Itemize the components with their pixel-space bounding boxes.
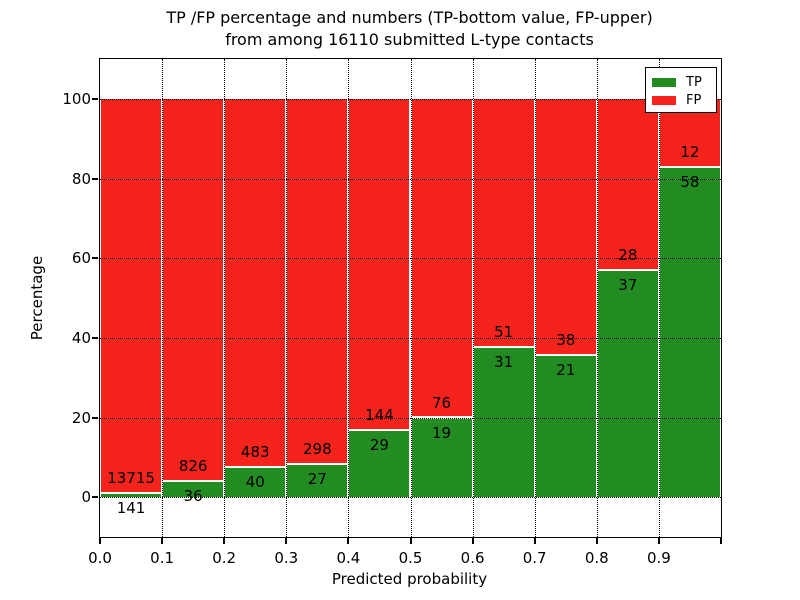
y-axis-tick [92,257,98,260]
y-axis-tick-label: 80 [71,169,91,188]
x-axis-tick [223,538,226,544]
legend-item-fp: FP [652,91,716,109]
y-axis-tick-label: 100 [62,89,91,108]
gridline-vertical [286,59,288,537]
legend: TP FP [645,67,717,113]
x-axis-tick [657,538,660,544]
tp-count-label: 21 [556,361,576,380]
fp-count-label: 76 [432,393,452,412]
bar-segment-fp [163,98,224,480]
bar-segment-tp [225,467,286,498]
bar-segment-fp [225,98,286,466]
y-axis-tick-label: 60 [71,249,91,268]
chart-title: TP /FP percentage and numbers (TP-bottom… [99,7,720,51]
x-axis-tick-label: 0.8 [584,549,609,567]
fp-count-label: 144 [365,406,394,425]
gridline-vertical [472,59,474,537]
bar-segment-fp [597,98,658,270]
y-axis-tick-label: 40 [71,328,91,347]
x-axis-tick-label: 0.3 [274,549,299,567]
tp-count-label: 37 [618,276,638,295]
gridline-vertical [162,59,164,537]
fp-count-label: 826 [178,456,208,475]
x-axis-tick-label: 0.4 [336,549,361,567]
gridline-vertical [658,59,660,537]
chart-title-line2: from among 16110 submitted L-type contac… [225,30,594,49]
x-axis-tick [533,538,536,544]
gridline-vertical [224,59,226,537]
plot-area: 13715 141 826 36 483 40 298 27 144 29 76 19 51 31 38 21… [62,58,722,567]
y-axis-tick [92,496,98,499]
legend-label-tp: TP [686,74,702,90]
bar-segment-tp [597,271,658,498]
x-axis-label: Predicted probability [331,570,488,588]
y-axis-tick [92,416,98,419]
fp-count-label: 12 [680,143,700,162]
tp-count-label: 141 [116,499,146,518]
x-axis-tick [347,538,350,544]
x-axis-tick-label: 0.9 [646,549,671,567]
y-axis-tick-label: 20 [71,408,91,427]
legend-label-fp: FP [686,92,702,108]
gridline-vertical [596,59,598,537]
y-axis-label: Percentage [28,255,46,341]
x-axis-tick [285,538,288,544]
bar-segment-fp [349,98,410,430]
fp-count-label: 13715 [107,469,155,488]
fp-count-label: 51 [494,322,514,341]
bar-segment-tp [535,356,596,498]
y-axis-tick [92,177,98,180]
bar-segment-tp [473,347,534,498]
y-axis-tick [92,97,98,100]
tp-count-label: 29 [369,436,389,455]
chart-title-line1: TP /FP percentage and numbers (TP-bottom… [166,8,653,27]
bar-segment-fp [101,98,162,493]
gridline-vertical [348,59,350,537]
fp-swatch-icon [652,95,676,105]
bar-segment-tp [163,481,224,498]
tp-count-label: 27 [307,470,327,489]
bar-segment-fp [535,98,596,355]
x-axis-tick [595,538,598,544]
bar-segment-fp [287,98,348,464]
x-axis-tick [99,538,101,544]
bar-segment-fp [473,98,534,346]
x-axis-tick [409,538,412,544]
fp-count-label: 28 [618,246,638,265]
tp-count-label: 31 [494,352,514,371]
y-axis-tick [92,336,98,339]
bar-segment-tp [101,494,162,498]
tp-swatch-icon [652,77,676,87]
x-axis-tick-label: 0.7 [522,549,547,567]
bar-segment-tp [659,168,720,498]
bar-segment-tp [349,431,410,498]
bar-segment-tp [287,465,348,498]
fp-count-label: 38 [556,331,576,350]
gridline-vertical [410,59,412,537]
x-axis-tick-label: 0.6 [460,549,485,567]
fp-count-label: 483 [240,442,270,461]
x-axis-tick [471,538,474,544]
x-axis-tick [161,538,164,544]
x-axis-tick-label: 0.2 [212,549,237,567]
tp-count-label: 40 [245,472,265,491]
y-axis-tick-label: 0 [81,488,91,507]
x-axis-tick [720,538,722,544]
tp-count-label: 58 [680,173,700,192]
legend-item-tp: TP [652,73,716,91]
bar-segment-tp [411,418,472,498]
x-axis-tick-label: 0.1 [150,549,175,567]
x-axis-tick-label: 0.0 [88,549,112,567]
tp-count-label: 19 [432,423,452,442]
x-axis-tick-label: 0.5 [398,549,423,567]
tp-count-label: 36 [183,486,203,505]
gridline-vertical [534,59,536,537]
bar-segment-fp [411,98,472,417]
fp-count-label: 298 [303,440,332,459]
